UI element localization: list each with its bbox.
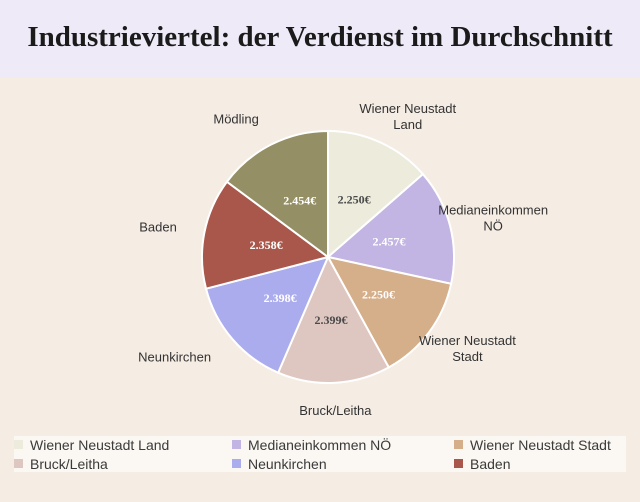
legend-swatch	[232, 459, 241, 468]
outer-label-wiener-neustadt-land: Wiener Neustadt Land	[359, 101, 456, 132]
legend-item-baden: Baden	[454, 455, 626, 472]
legend-item-bruck-leitha: Bruck/Leitha	[14, 455, 232, 472]
legend-item-wiener-neustadt-land: Wiener Neustadt Land	[14, 436, 232, 453]
legend-swatch	[14, 459, 23, 468]
outer-label-neunkirchen: Neunkirchen	[138, 349, 211, 364]
outer-label-medianeinkommen-n: Medianeinkommen NÖ	[438, 203, 548, 234]
legend-item-medianeinkommen-n: Medianeinkommen NÖ	[232, 436, 454, 453]
pie-slice-wiener-neustadt-stadt	[326, 255, 453, 369]
legend-label: Wiener Neustadt Stadt	[470, 436, 611, 453]
legend-item-wiener-neustadt-stadt: Wiener Neustadt Stadt	[454, 436, 626, 453]
legend-swatch	[454, 440, 463, 449]
legend-label: Medianeinkommen NÖ	[248, 436, 392, 453]
outer-label-m-dling: Mödling	[213, 111, 259, 126]
value-label-bruck-leitha: 2.399€	[315, 313, 348, 327]
value-label-m-dling: 2.454€	[283, 194, 316, 208]
legend-label: Wiener Neustadt Land	[30, 436, 170, 453]
value-label-medianeinkommen-n: 2.457€	[373, 234, 406, 248]
title-bar: Industrieviertel: der Verdienst im Durch…	[0, 0, 640, 78]
legend-label: Bruck/Leitha	[30, 455, 108, 472]
legend-swatch	[454, 459, 463, 468]
legend-label: Baden	[470, 455, 511, 472]
pie-slice-medianeinkommen-n	[325, 172, 455, 286]
outer-label-wiener-neustadt-stadt: Wiener Neustadt Stadt	[419, 333, 516, 364]
chart-title: Industrieviertel: der Verdienst im Durch…	[27, 20, 613, 53]
value-label-wiener-neustadt-stadt: 2.250€	[362, 288, 395, 302]
pie-chart: 2.250€ 2.457€ 2.250€ 2.399€ 2.398€ 2.358€ 2.45…	[138, 101, 548, 418]
value-label-baden: 2.358€	[250, 238, 283, 252]
value-label-neunkirchen: 2.398€	[264, 291, 297, 305]
pie-slice-wiener-neustadt-land	[327, 129, 425, 260]
pie-slice-baden	[201, 180, 331, 290]
legend-swatch	[232, 440, 241, 449]
outer-label-baden: Baden	[139, 219, 177, 234]
legend-label: Neunkirchen	[248, 455, 327, 472]
pie-slice-neunkirchen	[204, 255, 330, 375]
pie-slice-bruck-leitha	[276, 254, 391, 384]
value-label-wiener-neustadt-land: 2.250€	[338, 193, 371, 207]
legend-swatch	[14, 440, 23, 449]
legend: Wiener Neustadt Land Medianeinkommen NÖ Wi…	[14, 436, 626, 472]
outer-label-bruck-leitha: Bruck/Leitha	[299, 403, 372, 418]
pie-slice-m-dling	[225, 129, 329, 259]
legend-item-neunkirchen: Neunkirchen	[232, 455, 454, 472]
